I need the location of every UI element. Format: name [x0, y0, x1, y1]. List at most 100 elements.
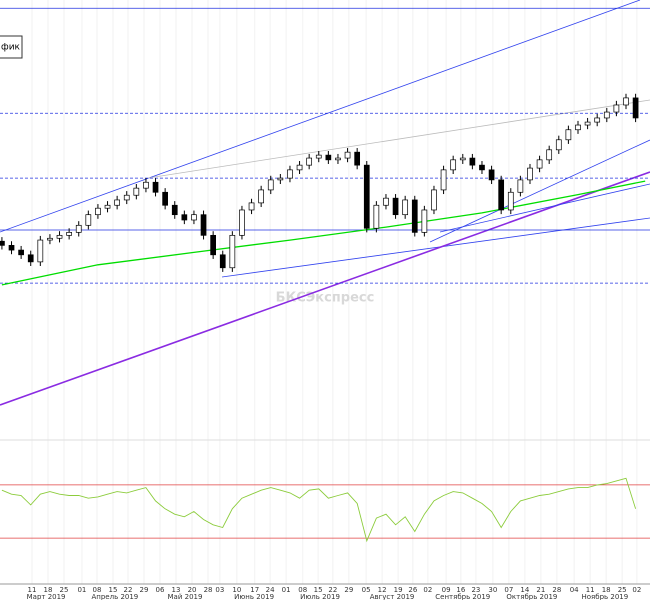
x-tick-label: 24 [266, 586, 275, 594]
trend-line [429, 139, 650, 243]
candle-body [584, 121, 591, 126]
candle-body [171, 204, 178, 216]
candle-body [632, 97, 639, 119]
candle-body [123, 194, 130, 201]
candle-body [287, 169, 293, 179]
candle-body [143, 181, 149, 189]
candle-body [421, 209, 428, 233]
candle-body [95, 207, 101, 216]
month-label: Март 2019 [27, 593, 66, 600]
x-tick-label: 04 [570, 586, 579, 594]
x-tick-label: 13 [172, 586, 181, 594]
x-tick-label: 17 [250, 586, 259, 594]
x-tick-label: 22 [124, 586, 133, 594]
candle-body [411, 199, 418, 233]
candle-body [431, 189, 437, 211]
candle-body [555, 139, 562, 151]
candle-body [306, 157, 313, 166]
candle-body [469, 157, 476, 166]
candle-body [498, 179, 505, 211]
moving-average [1, 180, 646, 286]
x-tick-label: 30 [488, 586, 497, 594]
x-tick-label: 05 [362, 586, 371, 594]
month-label: Июнь 2019 [234, 593, 274, 600]
candle-body [267, 179, 274, 191]
candle-body [373, 204, 380, 229]
candle-body [546, 149, 553, 161]
candle-body [344, 151, 351, 159]
x-tick-label: 03 [215, 586, 224, 594]
candle-body [507, 191, 514, 211]
month-label: Июль 2019 [300, 593, 340, 600]
candle-body [594, 117, 601, 123]
candle-body [37, 239, 44, 263]
candle-body [277, 177, 284, 181]
candle-body [75, 224, 82, 233]
candle-body [575, 124, 581, 131]
candle-body [47, 237, 53, 241]
chart-label: фик [1, 43, 21, 53]
candle-body [296, 164, 303, 171]
month-label: Октябрь 2019 [506, 593, 557, 600]
candle-body [18, 249, 24, 256]
candle-body [459, 157, 466, 161]
x-tick-label: 08 [298, 586, 307, 594]
x-tick-label: 12 [378, 586, 387, 594]
x-tick-label: 06 [156, 586, 165, 594]
candle-body [181, 214, 188, 221]
x-tick-label: 28 [552, 586, 561, 594]
candle-body [402, 199, 409, 216]
candle-body [603, 111, 610, 119]
x-tick-label: 21 [536, 586, 545, 594]
candle-body [133, 187, 140, 196]
candle-body [248, 202, 255, 211]
x-tick-label: 18 [44, 586, 53, 594]
month-label: Май 2019 [168, 593, 203, 600]
label-box [0, 35, 23, 59]
trend-line [439, 183, 650, 233]
candle-body [114, 199, 120, 206]
x-tick-label: 15 [109, 586, 118, 594]
x-tick-label: 14 [520, 586, 529, 594]
month-label: Сентябрь 2019 [435, 593, 490, 600]
candle-body [536, 159, 543, 169]
trend-line [147, 99, 650, 179]
x-tick-label: 26 [408, 586, 417, 594]
candle-body [325, 154, 332, 161]
candle-body [354, 151, 361, 166]
candle-body [565, 129, 572, 141]
candle-body [8, 245, 15, 251]
x-tick-label: 07 [504, 586, 513, 594]
candle-body [200, 214, 207, 236]
candle-body [479, 164, 485, 171]
x-tick-label: 25 [618, 586, 627, 594]
x-tick-label: 23 [471, 586, 480, 594]
x-tick-label: 22 [328, 586, 337, 594]
candle-body [152, 181, 159, 193]
candle-body [219, 254, 226, 269]
grid [31, 0, 638, 584]
x-tick-label: 29 [140, 586, 149, 594]
trend-line [0, 0, 641, 233]
rsi-line [1, 477, 637, 543]
candle-body [85, 214, 92, 226]
candle-body [363, 164, 370, 229]
candle-body [104, 204, 111, 209]
candle-body [335, 157, 341, 161]
x-tick-label: 18 [602, 586, 611, 594]
candle-body [315, 154, 322, 159]
x-tick-label: 01 [282, 586, 291, 594]
candle-body [392, 197, 399, 216]
x-tick-label: 16 [456, 586, 465, 594]
candle-body [613, 104, 620, 113]
candle-body [527, 167, 533, 181]
candle-body [66, 232, 72, 236]
candle-body [0, 240, 5, 246]
x-tick-label: 08 [93, 586, 102, 594]
x-tick-label: 20 [188, 586, 197, 594]
trend-line [0, 171, 650, 406]
month-label: Август 2019 [370, 593, 415, 600]
candle-body [27, 254, 34, 263]
candle-body [239, 209, 245, 236]
